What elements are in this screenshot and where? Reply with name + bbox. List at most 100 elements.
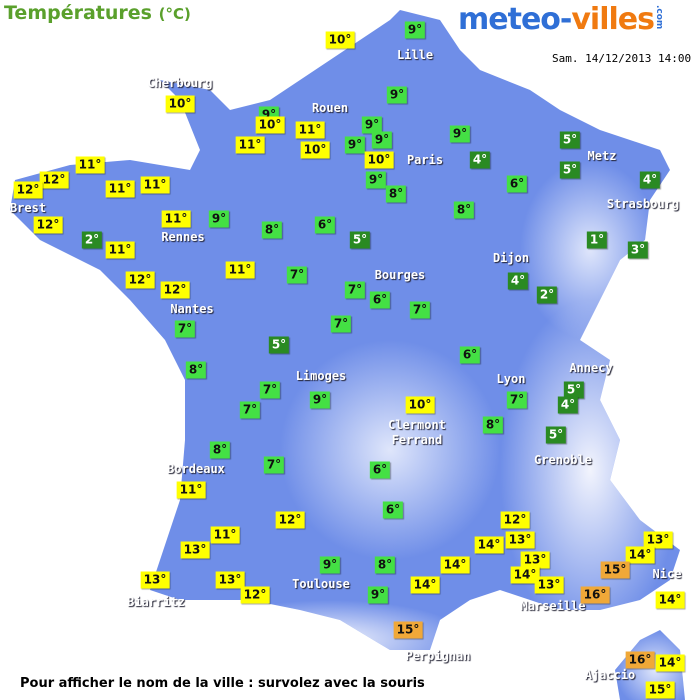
temperature-label[interactable]: 6° <box>506 175 528 193</box>
temperature-label[interactable]: 13° <box>520 551 550 569</box>
temperature-label[interactable]: 15° <box>645 681 675 699</box>
temperature-label[interactable]: 11° <box>295 121 325 139</box>
temperature-label[interactable]: 10° <box>405 396 435 414</box>
temperature-label[interactable]: 14° <box>510 566 540 584</box>
temperature-label[interactable]: 7° <box>239 401 261 419</box>
city-name[interactable]: Nice <box>652 567 682 581</box>
temperature-label[interactable]: 16° <box>580 586 610 604</box>
temperature-label[interactable]: 14° <box>410 576 440 594</box>
temperature-label[interactable]: 7° <box>174 320 196 338</box>
temperature-label[interactable]: 12° <box>160 281 190 299</box>
city-name[interactable]: Metz <box>587 149 617 163</box>
temperature-label[interactable]: 9° <box>361 116 383 134</box>
temperature-label[interactable]: 9° <box>344 136 366 154</box>
temperature-label[interactable]: 9° <box>319 556 341 574</box>
city-name[interactable]: Nantes <box>170 302 214 316</box>
temperature-label[interactable]: 7° <box>263 456 285 474</box>
temperature-label[interactable]: 5° <box>268 336 290 354</box>
temperature-label[interactable]: 11° <box>105 241 135 259</box>
city-name[interactable]: Biarritz <box>127 595 185 609</box>
temperature-label[interactable]: 13° <box>215 571 245 589</box>
temperature-label[interactable]: 4° <box>469 151 491 169</box>
city-name[interactable]: Strasbourg <box>606 197 680 211</box>
temperature-label[interactable]: 8° <box>482 416 504 434</box>
temperature-label[interactable]: 8° <box>261 221 283 239</box>
temperature-label[interactable]: 11° <box>235 136 265 154</box>
temperature-label[interactable]: 6° <box>382 501 404 519</box>
temperature-label[interactable]: 14° <box>440 556 470 574</box>
temperature-label[interactable]: 4° <box>507 272 529 290</box>
temperature-label[interactable]: 12° <box>13 181 43 199</box>
temperature-label[interactable]: 2° <box>536 286 558 304</box>
temperature-label[interactable]: 8° <box>185 361 207 379</box>
temperature-label[interactable]: 10° <box>300 141 330 159</box>
temperature-label[interactable]: 10° <box>325 31 355 49</box>
temperature-label[interactable]: 11° <box>225 261 255 279</box>
temperature-label[interactable]: 9° <box>365 171 387 189</box>
temperature-label[interactable]: 8° <box>385 185 407 203</box>
temperature-label[interactable]: 14° <box>625 546 655 564</box>
temperature-label[interactable]: 12° <box>500 511 530 529</box>
temperature-label[interactable]: 12° <box>33 216 63 234</box>
city-name[interactable]: Cherbourg <box>147 76 213 90</box>
temperature-label[interactable]: 16° <box>625 651 655 669</box>
temperature-label[interactable]: 13° <box>180 541 210 559</box>
temperature-label[interactable]: 7° <box>286 266 308 284</box>
city-name[interactable]: Paris <box>406 153 444 167</box>
temperature-label[interactable]: 4° <box>639 171 661 189</box>
temperature-label[interactable]: 1° <box>586 231 608 249</box>
temperature-label[interactable]: 7° <box>506 391 528 409</box>
temperature-label[interactable]: 12° <box>125 271 155 289</box>
temperature-label[interactable]: 9° <box>367 586 389 604</box>
temperature-label[interactable]: 5° <box>545 426 567 444</box>
city-name[interactable]: Bourges <box>374 268 426 282</box>
city-name[interactable]: Dijon <box>492 251 530 265</box>
temperature-label[interactable]: 7° <box>330 315 352 333</box>
city-name[interactable]: Brest <box>9 201 47 215</box>
temperature-label[interactable]: 3° <box>627 241 649 259</box>
temperature-label[interactable]: 7° <box>259 381 281 399</box>
temperature-label[interactable]: 15° <box>600 561 630 579</box>
temperature-label[interactable]: 9° <box>208 210 230 228</box>
temperature-label[interactable]: 10° <box>364 151 394 169</box>
temperature-label[interactable]: 15° <box>393 621 423 639</box>
city-name[interactable]: Clermont Ferrand <box>388 418 446 447</box>
city-name[interactable]: Rouen <box>311 101 349 115</box>
temperature-label[interactable]: 13° <box>643 531 673 549</box>
temperature-label[interactable]: 12° <box>275 511 305 529</box>
temperature-label[interactable]: 8° <box>374 556 396 574</box>
city-name[interactable]: Ajaccio <box>584 668 636 682</box>
temperature-label[interactable]: 9° <box>386 86 408 104</box>
city-name[interactable]: Toulouse <box>292 577 350 591</box>
temperature-label[interactable]: 9° <box>371 131 393 149</box>
temperature-label[interactable]: 13° <box>505 531 535 549</box>
temperature-label[interactable]: 8° <box>209 441 231 459</box>
city-name[interactable]: Bordeaux <box>167 462 225 476</box>
temperature-label[interactable]: 12° <box>39 171 69 189</box>
temperature-label[interactable]: 6° <box>369 461 391 479</box>
city-name[interactable]: Lille <box>396 48 434 62</box>
temperature-label[interactable]: 6° <box>369 291 391 309</box>
temperature-label[interactable]: 6° <box>314 216 336 234</box>
temperature-label[interactable]: 14° <box>655 591 685 609</box>
temperature-label[interactable]: 11° <box>176 481 206 499</box>
temperature-label[interactable]: 9° <box>404 21 426 39</box>
temperature-label[interactable]: 10° <box>165 95 195 113</box>
temperature-label[interactable]: 9° <box>309 391 331 409</box>
temperature-label[interactable]: 11° <box>75 156 105 174</box>
temperature-label[interactable]: 14° <box>655 654 685 672</box>
temperature-label[interactable]: 11° <box>140 176 170 194</box>
temperature-label[interactable]: 13° <box>534 576 564 594</box>
temperature-label[interactable]: 10° <box>255 116 285 134</box>
temperature-label[interactable]: 5° <box>563 381 585 399</box>
temperature-label[interactable]: 5° <box>559 131 581 149</box>
temperature-label[interactable]: 7° <box>409 301 431 319</box>
city-name[interactable]: Perpignan <box>405 649 471 663</box>
temperature-label[interactable]: 11° <box>105 180 135 198</box>
temperature-label[interactable]: 8° <box>453 201 475 219</box>
temperature-label[interactable]: 6° <box>459 346 481 364</box>
temperature-label[interactable]: 11° <box>210 526 240 544</box>
temperature-label[interactable]: 11° <box>161 210 191 228</box>
temperature-label[interactable]: 13° <box>140 571 170 589</box>
temperature-label[interactable]: 5° <box>349 231 371 249</box>
